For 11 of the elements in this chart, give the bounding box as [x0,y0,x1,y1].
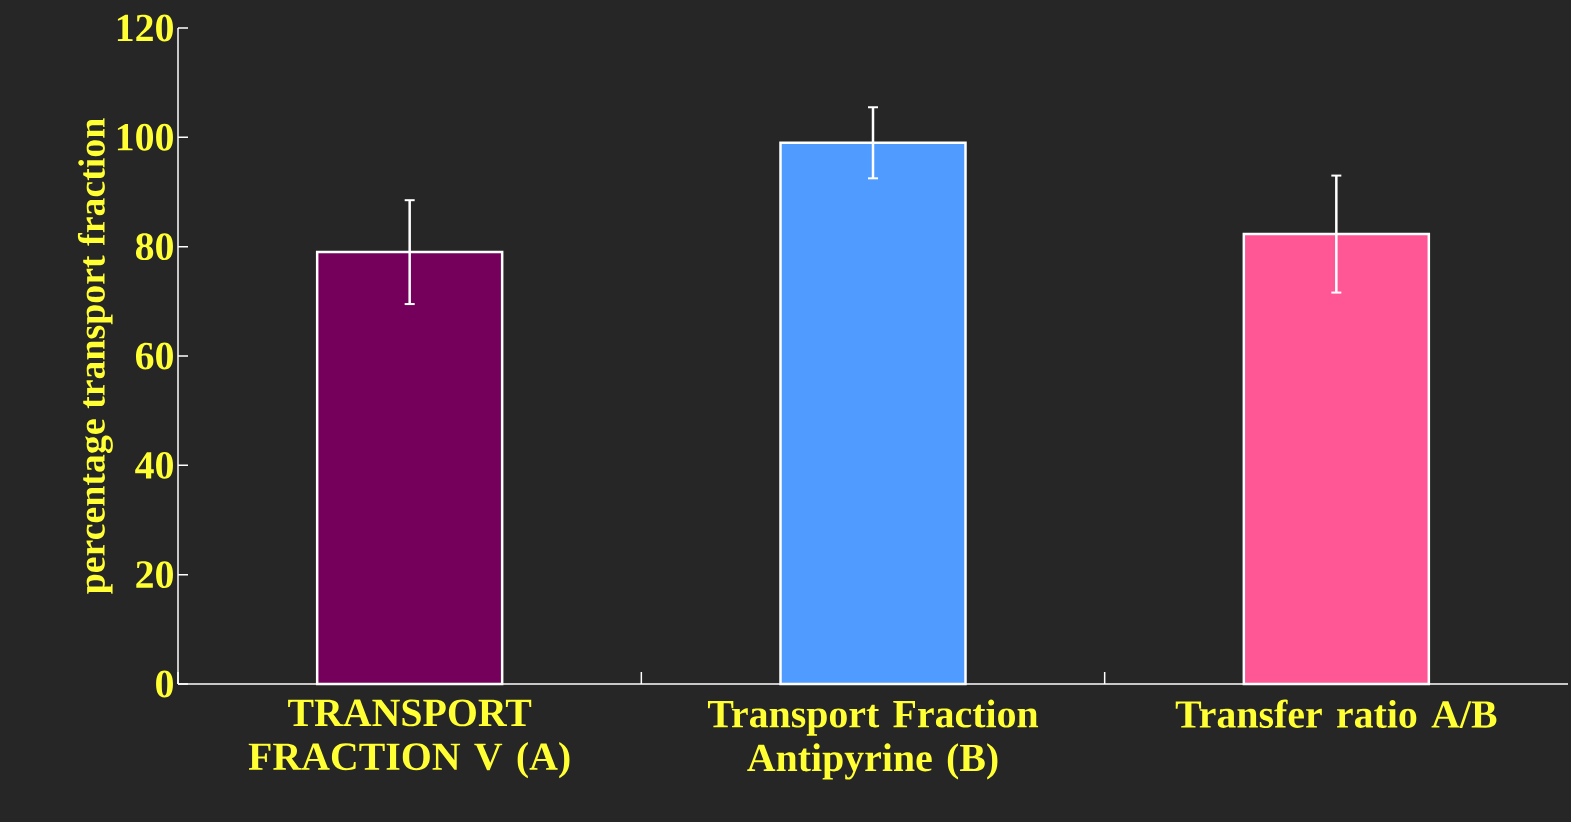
x-tick-label: TRANSPORT FRACTION V (A) [248,699,570,779]
y-tick-label: 20 [136,561,173,589]
y-tick-label: 60 [135,342,173,370]
y-axis-title: percentage transport fraction [77,118,113,594]
y-tick-label: 40 [135,451,173,479]
x-tick-label: Transport Fraction Antipyrine (B) [707,699,1039,780]
y-tick-label: 120 [117,14,173,42]
y-tick-label: 80 [135,233,173,261]
x-tick-label: Transfer ratio A/B [1175,699,1497,728]
y-tick-label: 100 [117,123,173,151]
y-tick-label: 0 [156,670,173,698]
